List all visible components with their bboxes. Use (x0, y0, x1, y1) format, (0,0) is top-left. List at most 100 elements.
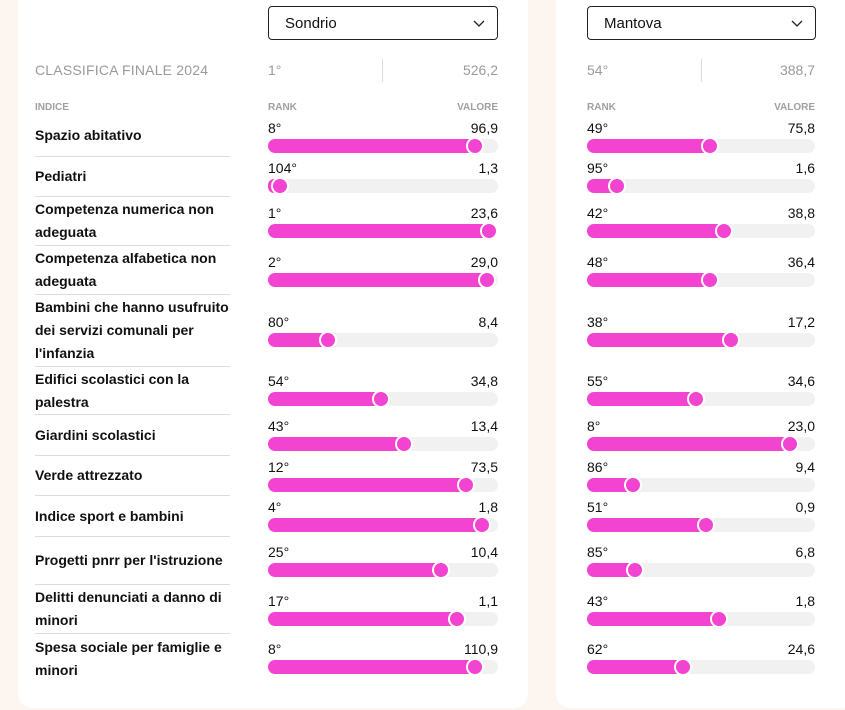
progress-knob (674, 658, 692, 676)
progress-fill (268, 139, 475, 153)
progress-track (587, 476, 815, 494)
progress-track (587, 516, 815, 534)
progress-fill (268, 273, 487, 287)
progress-fill (587, 437, 790, 451)
metric-row: 48° 36,4 (587, 254, 815, 294)
progress-knob (372, 390, 390, 408)
progress-fill (268, 333, 328, 347)
metric-rank: 17° (268, 593, 290, 609)
metric-row: 49° 75,8 (587, 120, 815, 160)
metric-row: 1° 23,6 (268, 205, 498, 245)
index-label: Competenza numerica non adeguata (35, 197, 230, 246)
metric-row: 43° 13,4 (268, 418, 498, 458)
metric-rank: 104° (268, 160, 297, 176)
metric-rank: 80° (268, 314, 290, 330)
metric-rank: 48° (587, 254, 609, 270)
progress-knob (608, 177, 626, 195)
chevron-down-icon (791, 20, 803, 27)
province-2-final-value: 388,7 (779, 62, 815, 78)
metric-row: 95° 1,6 (587, 160, 815, 200)
progress-fill (268, 660, 475, 674)
metric-row: 43° 1,8 (587, 593, 815, 633)
metric-rank: 54° (268, 373, 290, 389)
metric-rank: 2° (268, 254, 282, 270)
metric-value: 75,8 (787, 120, 815, 136)
metric-rank: 85° (587, 544, 609, 560)
metric-row: 17° 1,1 (268, 593, 498, 633)
progress-fill (587, 563, 635, 577)
progress-knob (701, 137, 719, 155)
progress-track (268, 561, 498, 579)
metric-row: 38° 17,2 (587, 314, 815, 354)
metric-value: 34,6 (787, 373, 815, 389)
progress-knob (697, 516, 715, 534)
progress-track (268, 222, 498, 240)
metric-row: 8° 110,9 (268, 641, 498, 681)
metric-row: 80° 8,4 (268, 314, 498, 354)
province-select-2-value: Mantova (604, 14, 662, 32)
metric-value: 23,6 (470, 205, 498, 221)
index-label: Giardini scolastici (35, 415, 230, 456)
metric-value: 1,8 (478, 499, 498, 515)
index-label: Pediatri (35, 157, 230, 197)
metric-value: 0,9 (795, 499, 815, 515)
progress-track (587, 331, 815, 349)
metric-rank: 25° (268, 544, 290, 560)
metric-rank: 4° (268, 499, 282, 515)
metric-row: 2° 29,0 (268, 254, 498, 294)
progress-track (268, 516, 498, 534)
metric-row: 86° 9,4 (587, 459, 815, 499)
index-label: Spazio abitativo (35, 115, 230, 157)
progress-knob (466, 658, 484, 676)
progress-fill (268, 478, 466, 492)
metric-value: 13,4 (470, 418, 498, 434)
header-valore-2: VALORE (774, 102, 815, 113)
index-label: Progetti pnrr per l'istruzione (35, 537, 230, 585)
progress-knob (626, 561, 644, 579)
progress-fill (587, 660, 683, 674)
chevron-down-icon (473, 20, 485, 27)
header-rank-2: RANK (587, 102, 616, 113)
progress-track (587, 658, 815, 676)
header-valore-1: VALORE (457, 102, 498, 113)
metric-rank: 8° (268, 120, 282, 136)
index-label: Verde attrezzato (35, 456, 230, 496)
index-label: Edifici scolastici con la palestra (35, 367, 230, 415)
metric-rank: 8° (587, 418, 601, 434)
summary-divider (382, 59, 383, 82)
progress-track (268, 658, 498, 676)
metric-value: 23,0 (787, 418, 815, 434)
progress-knob (271, 177, 289, 195)
index-label: Delitti denunciati a danno di minori (35, 585, 230, 634)
province-select-1[interactable]: Sondrio (268, 6, 498, 40)
progress-fill (587, 273, 710, 287)
progress-knob (478, 271, 496, 289)
metric-row: 25° 10,4 (268, 544, 498, 584)
progress-fill (268, 518, 482, 532)
progress-knob (722, 331, 740, 349)
metric-rank: 42° (587, 205, 609, 221)
progress-track (587, 177, 815, 195)
metric-rank: 51° (587, 499, 609, 515)
progress-fill (587, 333, 731, 347)
progress-track (587, 390, 815, 408)
metric-rank: 95° (587, 160, 609, 176)
metric-row: 12° 73,5 (268, 459, 498, 499)
metric-value: 34,8 (470, 373, 498, 389)
progress-track (268, 271, 498, 289)
progress-fill (268, 437, 404, 451)
metric-value: 1,8 (795, 593, 815, 609)
progress-track (587, 435, 815, 453)
metric-row: 55° 34,6 (587, 373, 815, 413)
progress-track (268, 177, 498, 195)
metric-value: 96,9 (470, 120, 498, 136)
progress-knob (473, 516, 491, 534)
comparison-card-right (556, 0, 845, 708)
progress-fill (268, 392, 381, 406)
header-rank-1: RANK (268, 102, 297, 113)
province-select-2[interactable]: Mantova (587, 6, 816, 40)
progress-knob (395, 435, 413, 453)
progress-knob (432, 561, 450, 579)
metric-rank: 49° (587, 120, 609, 136)
metric-row: 42° 38,8 (587, 205, 815, 245)
